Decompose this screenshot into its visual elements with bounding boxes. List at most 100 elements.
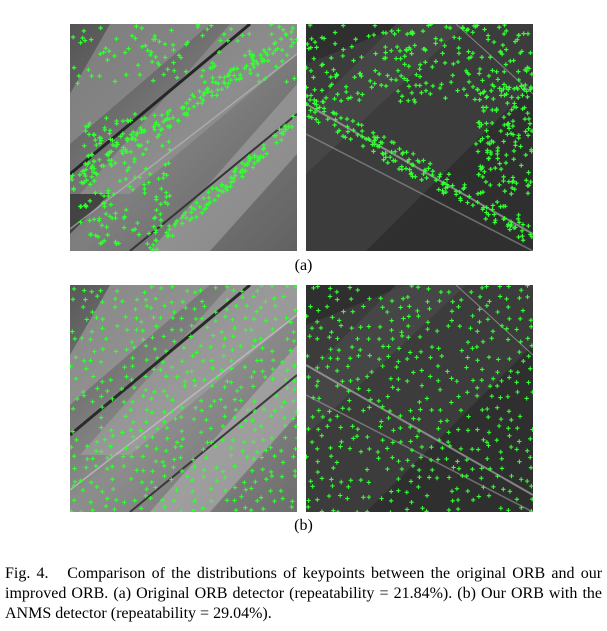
keypoint-marker	[308, 304, 313, 309]
keypoint-marker	[165, 112, 170, 117]
keypoint-marker	[229, 358, 234, 364]
keypoint-marker	[484, 128, 489, 133]
keypoint-marker	[475, 447, 481, 452]
keypoint-marker	[230, 317, 235, 322]
keypoint-marker	[171, 60, 176, 65]
keypoint-marker	[229, 453, 234, 458]
keypoint-marker	[385, 466, 390, 472]
keypoint-marker	[520, 308, 526, 313]
keypoint-marker	[509, 417, 514, 423]
keypoint-marker	[504, 84, 509, 90]
keypoint-marker	[446, 172, 452, 177]
keypoint-marker	[259, 56, 265, 61]
keypoint-marker	[429, 444, 434, 450]
keypoint-marker	[376, 398, 381, 404]
keypoint-marker	[499, 323, 505, 329]
keypoint-marker	[347, 446, 353, 451]
keypoint-marker	[315, 379, 321, 384]
keypoint-marker	[161, 334, 166, 339]
keypoint-marker	[158, 127, 163, 132]
keypoint-marker	[84, 444, 90, 449]
keypoint-marker	[70, 445, 74, 450]
keypoint-marker	[190, 353, 195, 359]
keypoint-marker	[349, 44, 355, 49]
keypoint-marker	[106, 48, 112, 54]
keypoint-marker	[172, 309, 177, 315]
keypoint-marker	[103, 503, 109, 509]
keypoint-marker	[120, 299, 125, 304]
keypoint-marker	[335, 336, 340, 341]
keypoint-marker	[121, 145, 126, 150]
keypoint-marker	[283, 377, 289, 382]
keypoint-marker	[156, 176, 161, 181]
keypoint-marker	[96, 218, 102, 223]
keypoint-marker	[490, 68, 495, 73]
keypoint-marker	[112, 304, 118, 310]
keypoint-marker	[110, 477, 115, 482]
keypoint-marker	[390, 455, 395, 460]
keypoint-marker	[277, 24, 282, 30]
keypoint-marker	[335, 92, 340, 97]
keypoint-marker	[438, 419, 443, 424]
keypoint-marker	[345, 496, 350, 501]
keypoint-marker	[361, 408, 366, 413]
keypoint-marker	[120, 118, 126, 124]
keypoint-marker	[396, 28, 401, 33]
keypoint-marker	[314, 117, 319, 122]
keypoint-marker	[84, 465, 89, 470]
keypoint-marker	[140, 393, 146, 399]
keypoint-marker	[344, 89, 349, 95]
keypoint-marker	[272, 453, 277, 459]
keypoint-marker	[310, 414, 315, 420]
keypoint-marker	[354, 434, 360, 439]
keypoint-marker	[308, 68, 314, 73]
keypoint-marker	[209, 358, 214, 363]
keypoint-marker	[387, 408, 393, 414]
keypoint-marker	[214, 375, 219, 380]
keypoint-marker	[78, 204, 83, 209]
keypoint-marker	[209, 440, 214, 445]
keypoint-marker	[214, 465, 219, 470]
keypoint-marker	[164, 393, 170, 399]
keypoint-marker	[209, 24, 214, 28]
keypoint-marker	[399, 94, 405, 99]
keypoint-marker	[105, 496, 110, 501]
keypoint-marker	[259, 285, 264, 288]
keypoint-marker	[519, 84, 524, 89]
keypoint-marker	[151, 510, 157, 512]
keypoint-marker	[160, 497, 165, 503]
keypoint-marker	[488, 166, 493, 172]
keypoint-marker	[229, 366, 234, 371]
keypoint-marker	[371, 32, 377, 38]
keypoint-marker	[198, 288, 203, 293]
keypoint-marker	[407, 350, 413, 355]
keypoint-marker	[249, 327, 254, 333]
keypoint-marker	[491, 484, 496, 489]
keypoint-marker	[477, 97, 482, 102]
keypoint-marker	[506, 304, 511, 310]
keypoint-marker	[141, 182, 147, 187]
keypoint-marker	[269, 31, 274, 37]
keypoint-marker	[181, 111, 187, 117]
keypoint-marker	[315, 285, 320, 289]
keypoint-marker	[495, 77, 501, 82]
keypoint-marker	[199, 299, 205, 304]
keypoint-marker	[284, 52, 290, 58]
keypoint-marker	[497, 285, 502, 289]
keypoint-marker	[174, 487, 179, 493]
keypoint-marker	[476, 494, 482, 499]
keypoint-marker	[446, 323, 451, 329]
keypoint-marker	[247, 31, 252, 36]
keypoint-marker	[448, 79, 454, 85]
keypoint-marker	[158, 315, 163, 320]
keypoint-marker	[186, 106, 191, 112]
keypoint-marker	[474, 385, 480, 391]
keypoint-marker	[507, 489, 513, 494]
keypoint-marker	[529, 483, 533, 489]
keypoint-marker	[131, 385, 137, 390]
keypoint-marker	[70, 406, 76, 411]
keypoint-marker	[405, 78, 410, 83]
keypoint-marker	[238, 169, 243, 175]
keypoint-marker	[416, 417, 422, 422]
keypoint-marker	[163, 190, 169, 195]
